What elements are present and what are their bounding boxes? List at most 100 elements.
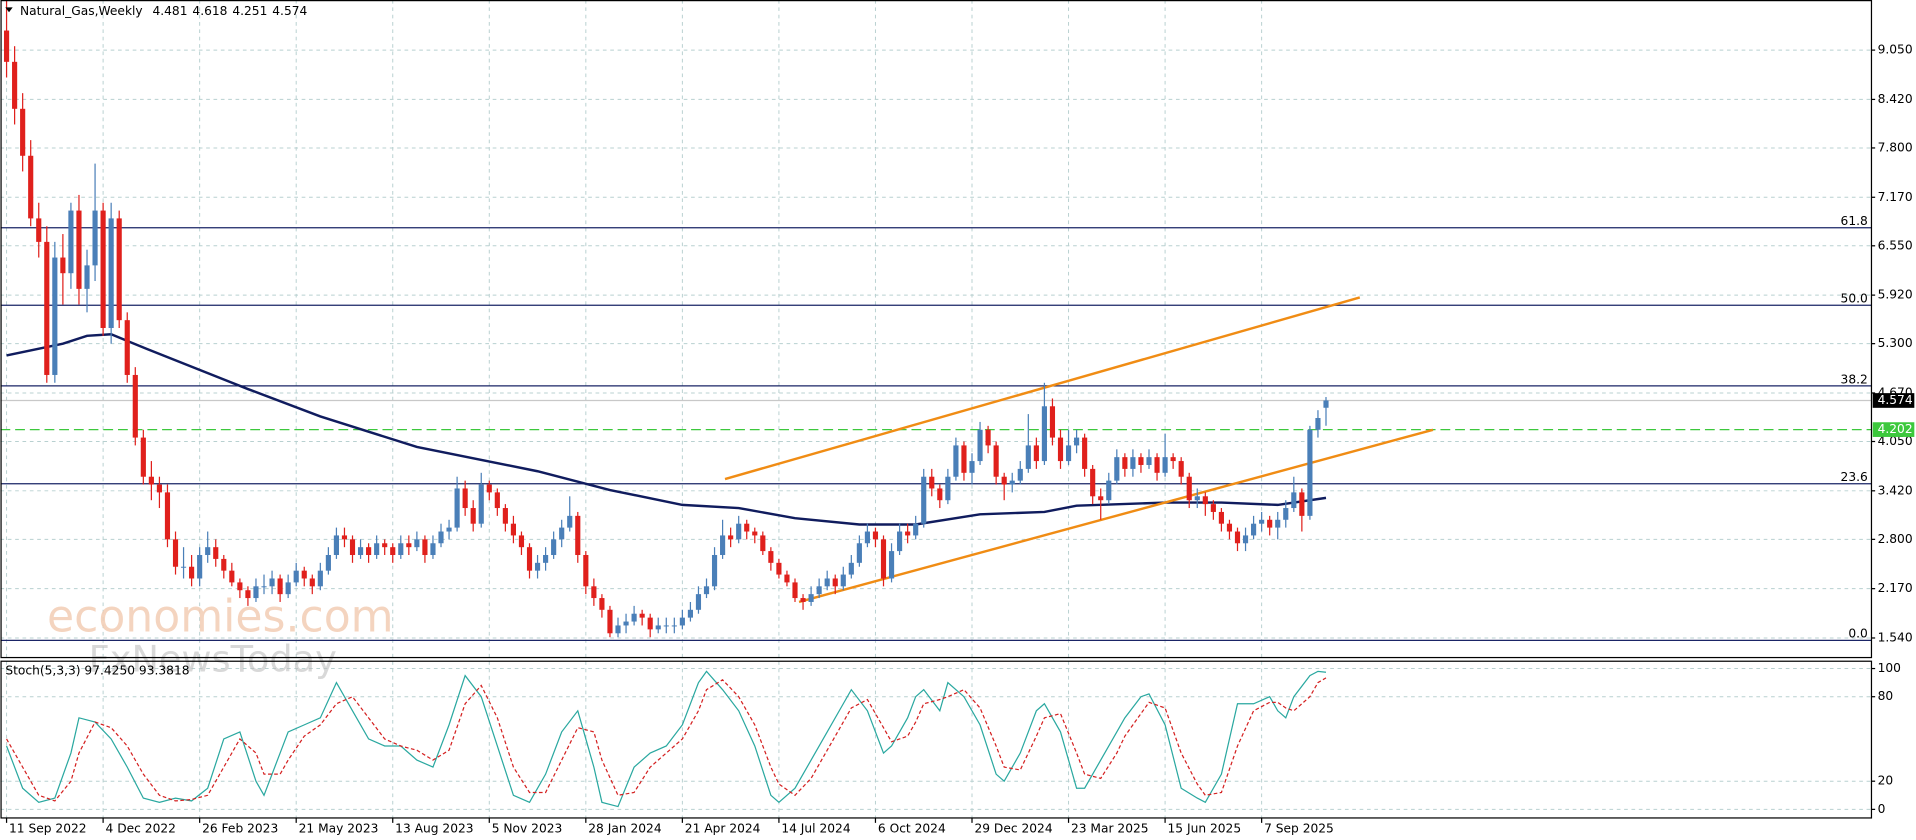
candle-body [205, 547, 211, 556]
y-tick-label: 100 [1878, 661, 1901, 675]
candle-body [462, 488, 468, 509]
x-tick-label: 7 Sep 2025 [1264, 821, 1334, 835]
y-tick-label: 4.050 [1878, 434, 1913, 448]
channel-line [724, 296, 1361, 481]
candle-body [567, 515, 573, 528]
candle-body [1114, 457, 1120, 481]
candle-body [1291, 492, 1297, 509]
candle-body [406, 543, 412, 548]
candle-body [1210, 504, 1216, 512]
candle-body [1130, 457, 1136, 469]
candle-body [357, 547, 364, 556]
candle-body [494, 492, 500, 509]
candle-body [1275, 519, 1281, 528]
y-tick-label: 2.800 [1878, 532, 1913, 546]
candle-body [1138, 457, 1144, 465]
candle-body [647, 617, 653, 630]
watermark: economies.com [47, 592, 394, 643]
candle-body [366, 547, 372, 556]
candle-body [679, 617, 685, 626]
chart-title: Natural_Gas,Weekly [20, 4, 143, 18]
candle-body [245, 590, 251, 599]
candle-body [534, 562, 541, 571]
candle-body [68, 210, 74, 274]
x-tick-label: 28 Jan 2024 [588, 821, 662, 835]
candle-body [1162, 457, 1168, 473]
candle-body [575, 515, 581, 556]
candle-body [768, 551, 774, 563]
candle-body [1017, 468, 1023, 481]
candle-body [929, 476, 935, 489]
candle-body [864, 531, 870, 544]
fib-label: 38.2 [1841, 372, 1868, 386]
candle-body [92, 210, 98, 266]
candle-body [301, 570, 307, 579]
candle-body [293, 570, 299, 583]
candle-body [1106, 480, 1112, 501]
candle-body [993, 445, 999, 477]
candle-body [124, 320, 130, 375]
candle-body [414, 539, 420, 548]
candle-body [398, 543, 404, 556]
candle-body [486, 484, 492, 493]
candle-body [3, 30, 10, 62]
price-value: 4.574 [1878, 393, 1913, 407]
candle-body [703, 586, 710, 595]
candle-body [253, 586, 259, 599]
oscillator-label: Stoch(5,3,3) 97.4250 93.3818 [5, 664, 189, 678]
candle-body [132, 374, 138, 438]
candle-body [28, 155, 34, 219]
candle-body [269, 578, 275, 587]
ohlc-value: 4.481 [152, 4, 187, 18]
candle-body [607, 609, 613, 634]
candle-body [832, 578, 838, 587]
candle-body [760, 535, 766, 552]
y-tick-label: 3.420 [1878, 483, 1913, 497]
candle-body [285, 582, 291, 595]
candle-body [164, 492, 171, 540]
candle-body [526, 547, 533, 571]
ohlc-value: 4.251 [232, 4, 267, 18]
fib-label: 61.8 [1841, 214, 1868, 228]
candle-body [189, 566, 195, 579]
x-tick-label: 5 Nov 2023 [492, 821, 563, 835]
candle-body [848, 562, 854, 575]
candle-body [518, 535, 525, 548]
candle-body [261, 586, 267, 588]
candle-body [1154, 457, 1160, 473]
y-tick-label: 8.420 [1878, 92, 1913, 106]
candle-body [390, 547, 396, 556]
candle-body [309, 578, 315, 587]
candle-body [140, 437, 146, 477]
candle-body [1283, 508, 1289, 520]
candle-body [1025, 445, 1031, 469]
x-tick-label: 21 Apr 2024 [685, 821, 761, 835]
x-tick-label: 14 Jul 2024 [781, 821, 850, 835]
y-tick-label: 80 [1878, 689, 1894, 703]
candle-body [663, 625, 669, 627]
candle-body [317, 570, 323, 587]
candle-body [824, 578, 830, 587]
y-tick-label: 7.800 [1878, 140, 1913, 154]
y-tick-label: 5.300 [1878, 336, 1913, 350]
candle-body [116, 218, 122, 321]
candle-body [180, 566, 187, 568]
y-tick-label: 7.170 [1878, 190, 1913, 204]
candle-body [1323, 400, 1329, 408]
candle-body [382, 543, 388, 548]
candle-body [615, 625, 621, 634]
candle-body [470, 508, 476, 524]
candle-body [1267, 519, 1273, 528]
candle-body [720, 535, 726, 556]
main-frame [0, 0, 1873, 659]
bid-value: 4.202 [1878, 422, 1913, 436]
candle-body [374, 543, 380, 556]
candle-body [454, 488, 460, 528]
candle-body [422, 539, 428, 556]
candle-body [1194, 496, 1200, 501]
candle-body [197, 555, 203, 579]
candle-body [12, 61, 18, 109]
candle-body [559, 527, 565, 540]
candle-body [1259, 519, 1265, 524]
candle-body [752, 531, 758, 536]
